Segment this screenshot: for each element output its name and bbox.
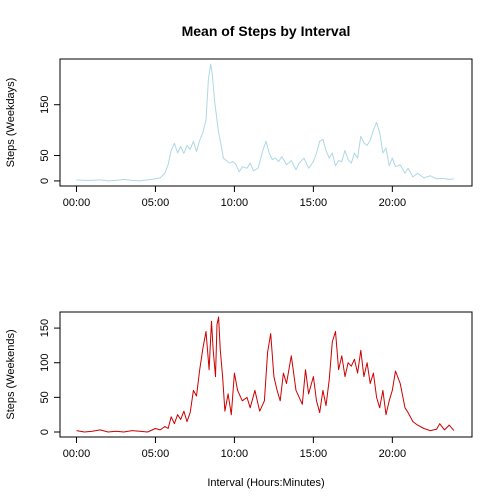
x-tick-label: 10:00 (221, 448, 249, 460)
x-axis-label: Interval (Hours:Minutes) (207, 477, 324, 489)
y-axis-label: Steps (Weekends) (5, 329, 17, 419)
weekend-panel: 00:00 05:00 10:00 15:00 20:00 0 50 100 150 Steps … (5, 311, 473, 460)
chart-title: Mean of Steps by Interval (182, 23, 351, 39)
y-tick-label: 150 (39, 319, 51, 337)
plot-frame (59, 58, 473, 187)
x-tick-label: 05:00 (142, 197, 170, 209)
y-axis-label: Steps (Weekdays) (5, 78, 17, 168)
x-tick-label: 15:00 (300, 197, 328, 209)
y-tick-label: 0 (39, 178, 51, 184)
y-tick-label: 100 (39, 354, 51, 372)
x-tick-label: 15:00 (300, 448, 328, 460)
plot-frame (59, 311, 473, 438)
x-tick-label: 10:00 (221, 197, 249, 209)
x-tick-label: 05:00 (142, 448, 170, 460)
series-line (76, 63, 454, 182)
x-tick-label: 00:00 (63, 197, 91, 209)
x-tick-label: 20:00 (379, 197, 407, 209)
weekday-panel: 00:00 05:00 10:00 15:00 20:00 0 50 150 Steps (We… (5, 58, 473, 209)
y-tick-label: 150 (39, 96, 51, 114)
series-line (76, 316, 455, 433)
y-tick-label: 50 (39, 391, 51, 403)
y-tick-label: 0 (39, 429, 51, 435)
x-tick-label: 20:00 (379, 448, 407, 460)
y-tick-label: 50 (39, 149, 51, 161)
x-tick-label: 00:00 (63, 448, 91, 460)
